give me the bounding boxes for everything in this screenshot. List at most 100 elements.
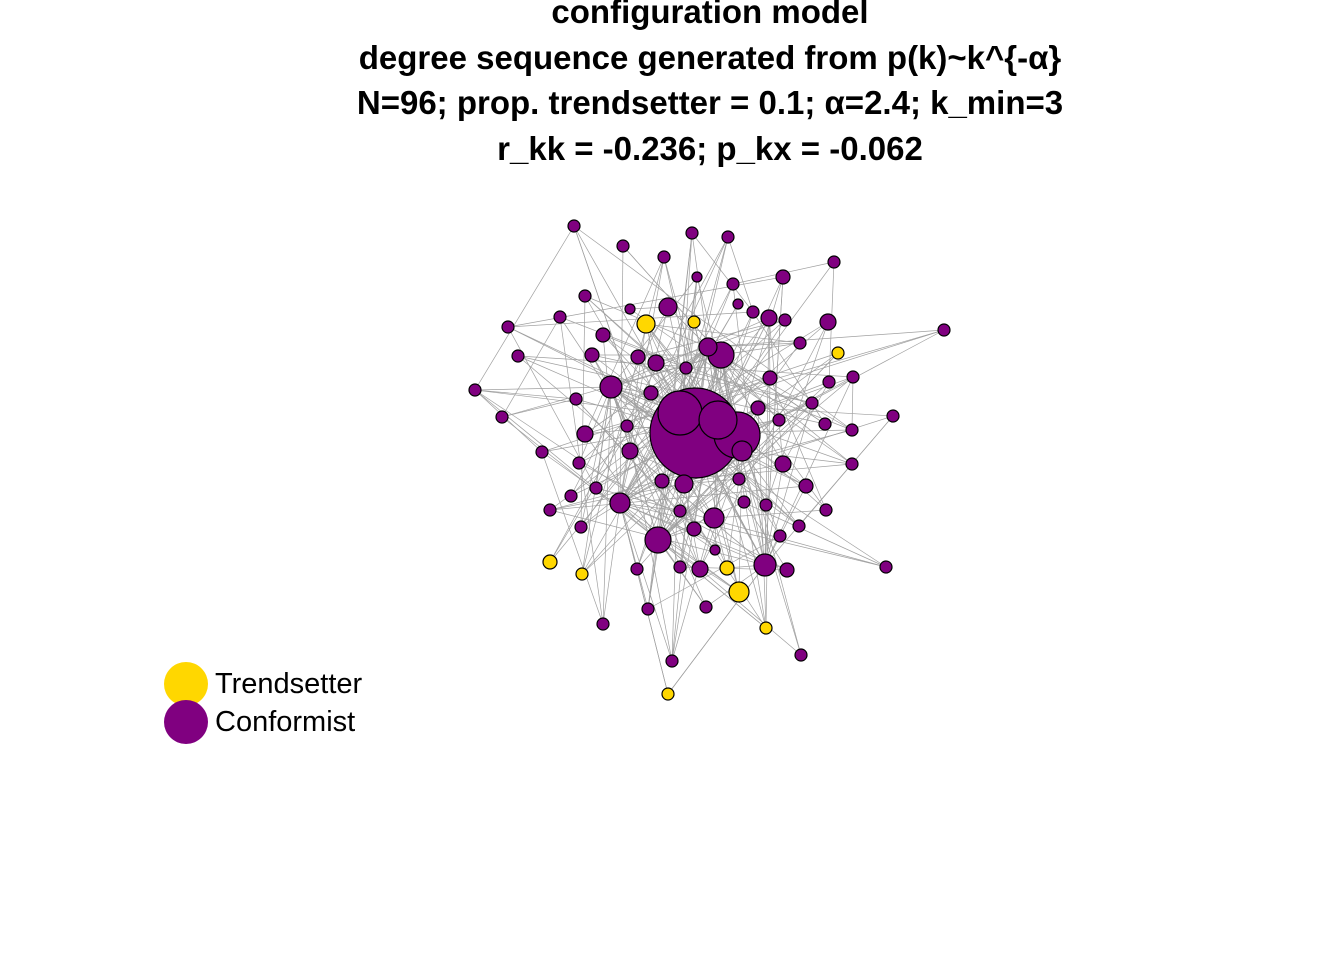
- network-edge: [741, 450, 807, 487]
- conformist-node: [616, 239, 630, 253]
- network-edge: [720, 354, 853, 431]
- conformist-node: [759, 498, 773, 512]
- conformist-node: [630, 562, 644, 576]
- conformist-node: [778, 313, 792, 327]
- conformist-node: [673, 504, 687, 518]
- network-edge: [619, 245, 624, 504]
- network-edge: [707, 329, 945, 348]
- conformist-node: [468, 383, 482, 397]
- network-edge: [726, 478, 740, 569]
- conformist-node: [772, 413, 786, 427]
- network-edge: [717, 276, 784, 421]
- network-edge: [679, 510, 701, 570]
- network-edge: [584, 433, 707, 608]
- network-edge: [573, 225, 681, 414]
- network-edge: [699, 568, 802, 656]
- network-edge: [573, 225, 663, 482]
- title-line-1: configuration model: [551, 0, 869, 30]
- network-edge: [657, 501, 745, 541]
- network-edge: [629, 308, 853, 465]
- conformist-node: [879, 560, 893, 574]
- network-edge: [549, 236, 729, 563]
- conformist-node: [584, 347, 600, 363]
- legend-swatch-trendsetter: [164, 662, 208, 706]
- conformist-node: [596, 617, 610, 631]
- conformist-node: [760, 309, 778, 327]
- conformist-node: [818, 417, 832, 431]
- conformist-node: [732, 472, 746, 486]
- conformist-node: [535, 445, 549, 459]
- conformist-node: [709, 544, 721, 556]
- conformist-node: [746, 305, 760, 319]
- network-edge: [507, 311, 754, 328]
- conformist-node: [937, 323, 951, 337]
- conformist-node: [553, 310, 567, 324]
- conformist-node: [567, 219, 581, 233]
- network-edge: [720, 354, 826, 425]
- conformist-node: [643, 385, 659, 401]
- conformist-node: [609, 492, 631, 514]
- conformist-node: [691, 560, 709, 578]
- network-edge: [541, 451, 604, 625]
- network-edge: [619, 502, 740, 593]
- conformist-node: [686, 521, 702, 537]
- network-edge: [679, 236, 729, 414]
- network-edge: [602, 502, 621, 625]
- conformist-node: [599, 375, 623, 399]
- trendsetter-node: [759, 621, 773, 635]
- conformist-node: [647, 354, 665, 372]
- legend-item-trendsetter: Trendsetter: [164, 662, 363, 706]
- network-edge: [741, 450, 853, 465]
- network-edge: [679, 232, 693, 414]
- network-edge: [578, 386, 612, 464]
- conformist-node: [721, 230, 735, 244]
- conformist-node: [731, 440, 753, 462]
- network-edge: [474, 389, 716, 551]
- conformist-node: [779, 562, 795, 578]
- conformist-node: [495, 410, 509, 424]
- network-edge: [765, 321, 829, 506]
- network-edge: [757, 407, 767, 629]
- trendsetter-node: [831, 346, 845, 360]
- conformist-node: [773, 529, 787, 543]
- title-line-2: degree sequence generated from p(k)~k^{-…: [358, 38, 1062, 76]
- network-edge: [757, 407, 894, 417]
- conformist-node: [589, 481, 603, 495]
- network-edge: [713, 509, 827, 519]
- network-edge: [610, 276, 698, 388]
- network-edge: [559, 316, 767, 629]
- network-edge: [619, 256, 665, 504]
- network-edge: [549, 392, 652, 563]
- conformist-node: [673, 560, 687, 574]
- network-edge: [671, 434, 738, 662]
- legend-label-conformist: Conformist: [215, 705, 356, 738]
- conformist-node: [576, 425, 594, 443]
- node-layer: [468, 219, 951, 701]
- network-edge: [610, 317, 770, 388]
- network-edge: [580, 386, 612, 528]
- conformist-node: [805, 396, 819, 410]
- network-edge: [474, 386, 612, 391]
- conformist-node: [827, 255, 841, 269]
- trendsetter-node: [636, 314, 656, 334]
- conformist-node: [644, 526, 672, 554]
- conformist-node: [691, 271, 703, 283]
- network-edge: [647, 535, 781, 610]
- trendsetter-node: [687, 315, 701, 329]
- conformist-node: [543, 503, 557, 517]
- conformist-node: [501, 320, 515, 334]
- network-edge: [474, 225, 575, 391]
- conformist-node: [845, 423, 859, 437]
- conformist-node: [658, 297, 678, 317]
- network-edge: [619, 502, 673, 662]
- conformist-node: [679, 361, 693, 375]
- network-edge: [768, 317, 784, 465]
- conformist-node: [641, 602, 655, 616]
- network-edge: [691, 232, 754, 313]
- conformist-node: [569, 392, 583, 406]
- conformist-node: [798, 478, 814, 494]
- conformist-node: [511, 349, 525, 363]
- legend-label-trendsetter: Trendsetter: [215, 667, 363, 700]
- conformist-node: [657, 250, 671, 264]
